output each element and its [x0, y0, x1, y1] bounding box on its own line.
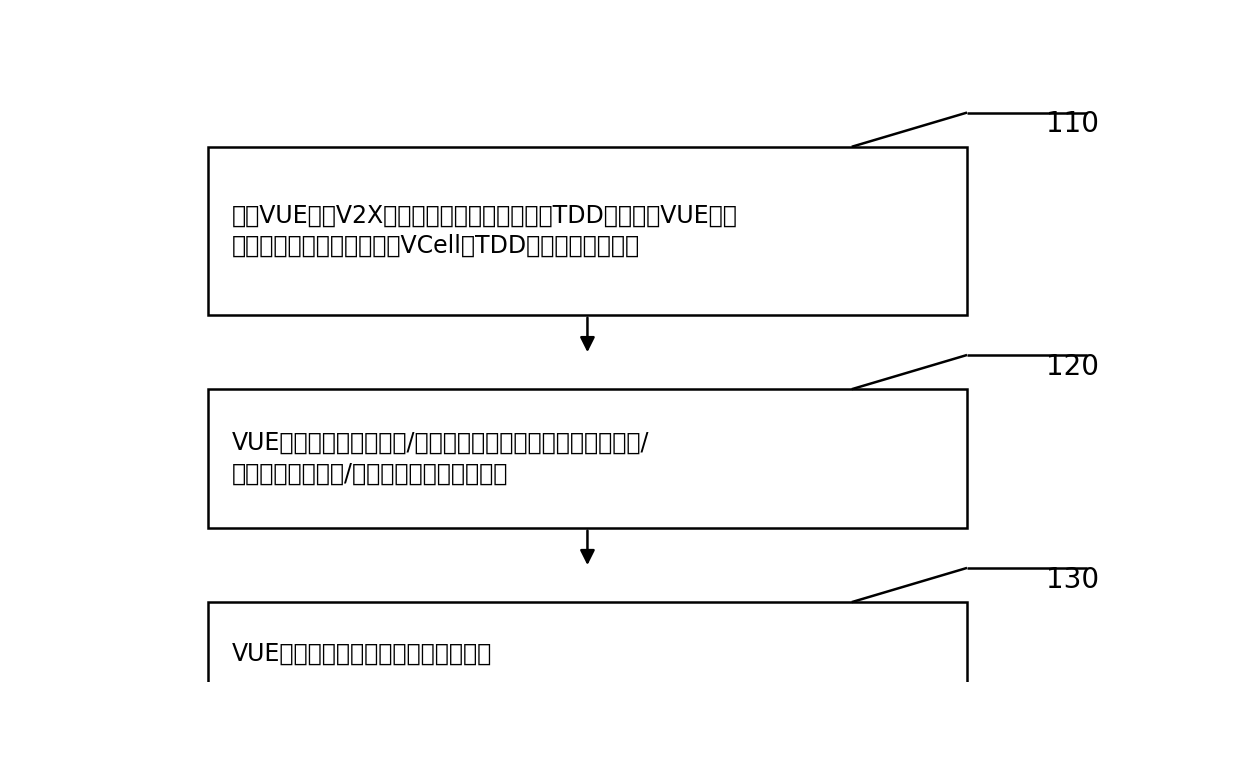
Text: 130: 130 [1047, 565, 1100, 594]
Text: VUE在确定的物理资源上发送物理信号: VUE在确定的物理资源上发送物理信号 [232, 642, 492, 666]
Text: 如果VUE当前V2X通信频段在当前地理位置为TDD频段，则VUE进一: 如果VUE当前V2X通信频段在当前地理位置为TDD频段，则VUE进一 [232, 204, 738, 228]
Text: VUE确定发送旁路数据和/或旁路控制信道的时频资源位置，和/: VUE确定发送旁路数据和/或旁路控制信道的时频资源位置，和/ [232, 431, 650, 455]
Text: 或发送旁路数据和/或旁路控制信道的功率。: 或发送旁路数据和/或旁路控制信道的功率。 [232, 462, 508, 486]
Bar [208, 602, 967, 705]
Bar [208, 389, 967, 528]
Text: 步确定潜在受干扰蜂窝小区VCell的TDD上下行配置等信息: 步确定潜在受干扰蜂窝小区VCell的TDD上下行配置等信息 [232, 234, 640, 258]
Text: 120: 120 [1047, 352, 1099, 381]
Bar [208, 147, 967, 315]
Text: 110: 110 [1047, 110, 1099, 138]
